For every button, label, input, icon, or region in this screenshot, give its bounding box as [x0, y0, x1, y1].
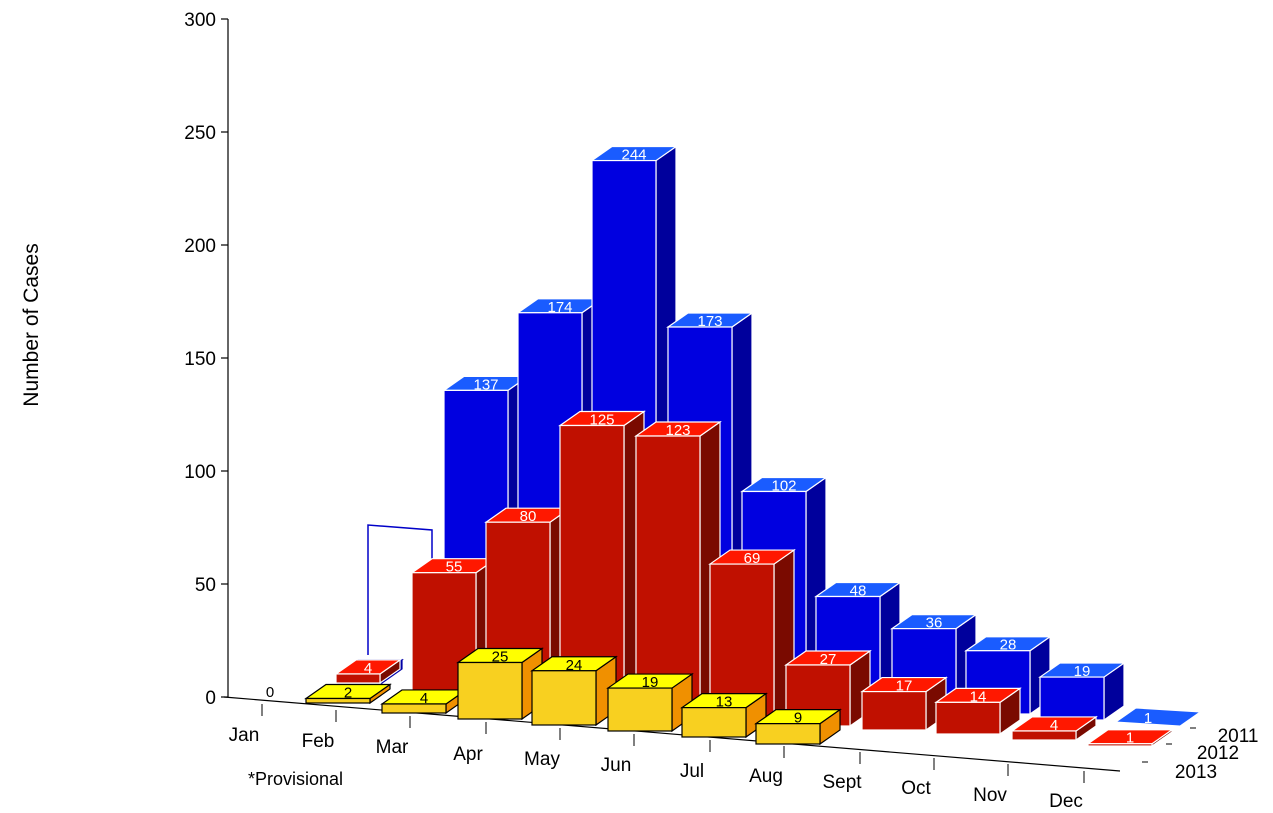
y-tick-label: 200 — [184, 236, 216, 257]
x-tick-label: Sept — [822, 772, 862, 793]
bar-2013-feb-front — [305, 697, 371, 704]
bar-2011-nov-label: 28 — [1000, 637, 1017, 654]
bar-2013-apr-front — [457, 661, 523, 720]
bar-2012-aug-label: 27 — [820, 651, 837, 668]
bar-2013-apr-label: 25 — [492, 649, 509, 666]
bar-2013-aug-front — [755, 723, 821, 745]
bar-2012-nov-label: 4 — [1050, 717, 1058, 734]
bar-2013-mar-label: 4 — [420, 690, 428, 707]
bar-2011-oct-label: 36 — [926, 615, 943, 632]
bar-2011-dec — [1038, 661, 1126, 722]
bar-2013-mar-front — [381, 703, 447, 714]
depth-label-2012: 2012 — [1197, 743, 1239, 764]
bar-2012-jun-front — [635, 435, 701, 715]
bar-2012-jun — [634, 420, 722, 716]
bar-2011-extra-label: 1 — [1144, 710, 1152, 727]
bar-2012-dec-label: 1 — [1126, 730, 1134, 747]
labels: 0137174244173102483628191455801251236927… — [266, 147, 1152, 747]
bar-2011-jan-label: 0 — [266, 684, 274, 701]
x-tick-label: Oct — [901, 778, 931, 799]
y-tick-label: 0 — [205, 688, 216, 709]
bar-2011-jul-label: 173 — [697, 313, 722, 330]
bar-2012-mar-label: 55 — [446, 559, 463, 576]
depth-label-2013: 2013 — [1175, 762, 1217, 783]
bar-2013-may-front — [531, 670, 597, 726]
x-tick-label: Jun — [601, 755, 632, 776]
bar-2013-may-label: 24 — [566, 657, 583, 674]
bar-2011-mar-outline — [367, 524, 433, 655]
bar-2013-jul-front — [681, 707, 747, 738]
bar-2012-dec-front — [1087, 743, 1153, 747]
bar-2012-oct-label: 14 — [970, 688, 987, 705]
bars — [304, 145, 1202, 748]
y-tick-label: 150 — [184, 349, 216, 370]
x-tick-label: Jul — [680, 761, 704, 782]
bar-2011-aug-label: 102 — [771, 477, 796, 494]
bar-2013-jul-label: 13 — [716, 694, 733, 711]
bar-2012-jun-label: 123 — [665, 422, 690, 439]
bar-2012-feb-front — [335, 673, 381, 684]
bar-2012-oct — [934, 687, 1022, 736]
bar-2011-jun-label: 244 — [621, 147, 646, 164]
bar-2011-may-label: 174 — [547, 299, 572, 316]
x-axis-line — [223, 696, 1121, 772]
provisional-note: *Provisional — [248, 769, 343, 789]
x-tick-label: May — [524, 749, 560, 770]
bar-2012-nov — [1010, 715, 1098, 742]
y-tick-label: 100 — [184, 462, 216, 483]
y-tick-label: 50 — [195, 575, 216, 596]
y-axis-label: Number of Cases — [20, 243, 43, 406]
bar-2012-jul-label: 69 — [744, 550, 761, 567]
bar-2013-jun-front — [607, 687, 673, 732]
bar-2013-aug — [754, 708, 842, 746]
bar-2011-sept-label: 48 — [850, 583, 867, 600]
bar-2011-extra — [1114, 707, 1202, 727]
bar-2012-oct-front — [935, 701, 1001, 735]
bar-2012-sept-label: 17 — [896, 678, 913, 695]
bar-2012-feb-label: 4 — [364, 660, 372, 677]
bar-2012-feb — [334, 658, 402, 685]
bar-2012-nov-front — [1011, 730, 1077, 741]
bar-2013-jun — [606, 672, 694, 733]
x-tick-label: Aug — [749, 766, 783, 787]
bar-2011-dec-front — [1039, 676, 1105, 721]
bar-2012-apr-label: 80 — [520, 508, 537, 525]
x-tick-label: Jan — [229, 725, 260, 746]
bar-2013-feb-label: 2 — [344, 684, 352, 701]
y-tick-label: 300 — [184, 10, 216, 31]
bar-2011-dec-label: 19 — [1074, 663, 1091, 680]
bar-2012-may-label: 125 — [589, 412, 614, 429]
y-tick-label: 250 — [184, 123, 216, 144]
x-tick-label: Feb — [302, 731, 335, 752]
bar-2013-jun-label: 19 — [642, 674, 659, 691]
bar-2012-sept-front — [861, 690, 927, 731]
bar-2012-dec — [1086, 728, 1174, 748]
x-tick-label: Mar — [376, 737, 409, 758]
x-tick-label: Apr — [453, 744, 483, 765]
x-tick-label: Dec — [1049, 791, 1083, 812]
bar-2011-apr-label: 137 — [473, 376, 498, 393]
bar-2013-feb — [304, 683, 392, 705]
bar-2013-aug-label: 9 — [794, 710, 802, 727]
depth-label-2011: 2011 — [1218, 726, 1259, 747]
x-tick-label: Nov — [973, 785, 1007, 806]
